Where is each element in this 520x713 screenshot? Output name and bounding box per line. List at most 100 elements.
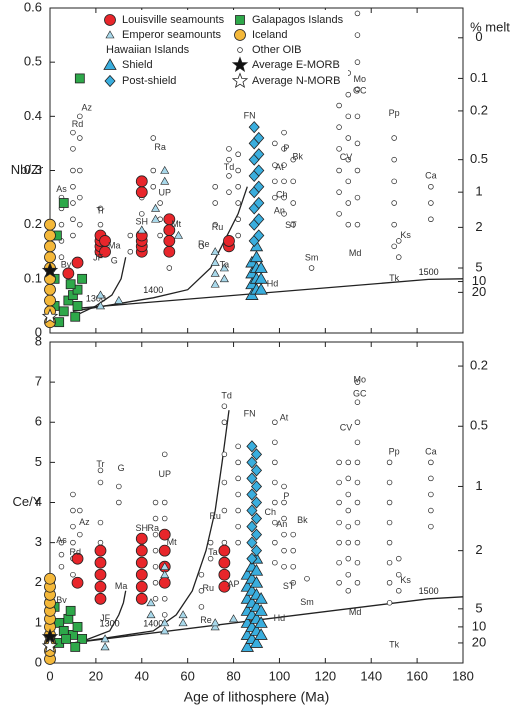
annotation: Ks [400, 575, 411, 585]
data-point [246, 552, 258, 565]
data-point [272, 419, 278, 426]
data-point [354, 113, 361, 120]
data-point [221, 507, 228, 514]
annotation: ST [283, 581, 295, 591]
y-tick-label: 0.4 [24, 108, 42, 123]
y2-tick-label: 1 [475, 478, 482, 493]
data-point [354, 539, 361, 546]
data-point [235, 232, 241, 239]
data-point [345, 459, 352, 466]
annotation: Tk [389, 639, 399, 649]
data-point [336, 167, 342, 174]
data-point [235, 475, 241, 482]
data-point [137, 225, 147, 234]
legend-marker [103, 58, 117, 70]
annotation: Ra [154, 142, 166, 152]
data-point [281, 146, 287, 152]
data-point [254, 628, 268, 640]
annotation: Ru [203, 583, 215, 593]
data-point [246, 520, 258, 533]
annotation: At [275, 162, 284, 172]
data-point [345, 539, 352, 546]
y2-tick-label: 0.2 [470, 358, 488, 373]
data-point [336, 519, 342, 526]
data-point [253, 213, 265, 226]
annotation: Mo [353, 74, 366, 84]
data-point [219, 274, 229, 283]
data-point [246, 472, 258, 485]
data-point [198, 588, 205, 594]
data-point [336, 559, 342, 566]
data-point [44, 294, 56, 307]
melting-curve [72, 590, 127, 646]
data-point [116, 499, 122, 506]
data-point [218, 556, 231, 569]
data-point [210, 268, 220, 277]
data-point [272, 140, 278, 147]
data-point [345, 221, 352, 228]
y2-axis-label: % melt [470, 19, 510, 34]
data-point [391, 243, 397, 250]
data-point [235, 167, 241, 174]
y2-tick-label: 20 [472, 284, 486, 299]
annotation: FN [244, 111, 256, 121]
y-tick-label: 1 [35, 614, 42, 629]
data-point [249, 563, 264, 576]
y-tick-label: 0 [35, 654, 42, 669]
data-point [281, 483, 287, 490]
x-tick-label: 120 [314, 668, 336, 683]
data-point [135, 556, 148, 569]
data-point [226, 156, 232, 163]
data-point [254, 604, 268, 616]
annotation: Ma [115, 581, 128, 591]
y-tick-label: 0.1 [24, 270, 42, 285]
annotation: Ta [220, 260, 230, 270]
data-point [97, 539, 104, 546]
data-point [77, 507, 83, 514]
data-point [54, 317, 65, 328]
annotation: Rd [72, 119, 84, 129]
data-point [272, 539, 278, 546]
data-point [70, 232, 76, 239]
data-point [221, 419, 228, 426]
data-point [386, 600, 393, 606]
data-point [161, 451, 168, 458]
data-point [354, 559, 361, 566]
data-point [391, 200, 397, 206]
data-point [428, 491, 434, 498]
data-point [345, 178, 352, 185]
data-point [354, 140, 361, 147]
data-point [336, 539, 342, 546]
data-point [336, 579, 342, 586]
data-point [173, 230, 184, 239]
melting-curve [72, 278, 464, 310]
x-tick-label: 40 [135, 668, 149, 683]
data-point [354, 419, 361, 426]
data-point [77, 167, 83, 174]
legend-label: Iceland [252, 29, 287, 41]
annotation: Hd [274, 613, 286, 623]
data-point [290, 178, 296, 185]
data-point [157, 200, 163, 206]
data-point [253, 164, 265, 177]
data-point [70, 146, 76, 152]
data-point [94, 568, 107, 581]
annotation: Bk [297, 515, 308, 525]
annotation: Mo [353, 374, 366, 384]
x-tick-label: 20 [89, 668, 103, 683]
data-point [127, 249, 134, 255]
data-point [428, 459, 434, 466]
legend-label: Louisville seamounts [122, 14, 225, 26]
data-point [210, 279, 220, 288]
data-point [250, 528, 263, 541]
data-point [135, 175, 148, 188]
annotation: G [111, 255, 118, 265]
data-point [158, 576, 171, 589]
data-point [345, 156, 352, 163]
data-point [272, 178, 278, 185]
data-point [210, 622, 220, 631]
data-point [290, 547, 296, 554]
data-point [71, 256, 84, 269]
data-point [345, 523, 352, 530]
data-point [281, 194, 287, 201]
